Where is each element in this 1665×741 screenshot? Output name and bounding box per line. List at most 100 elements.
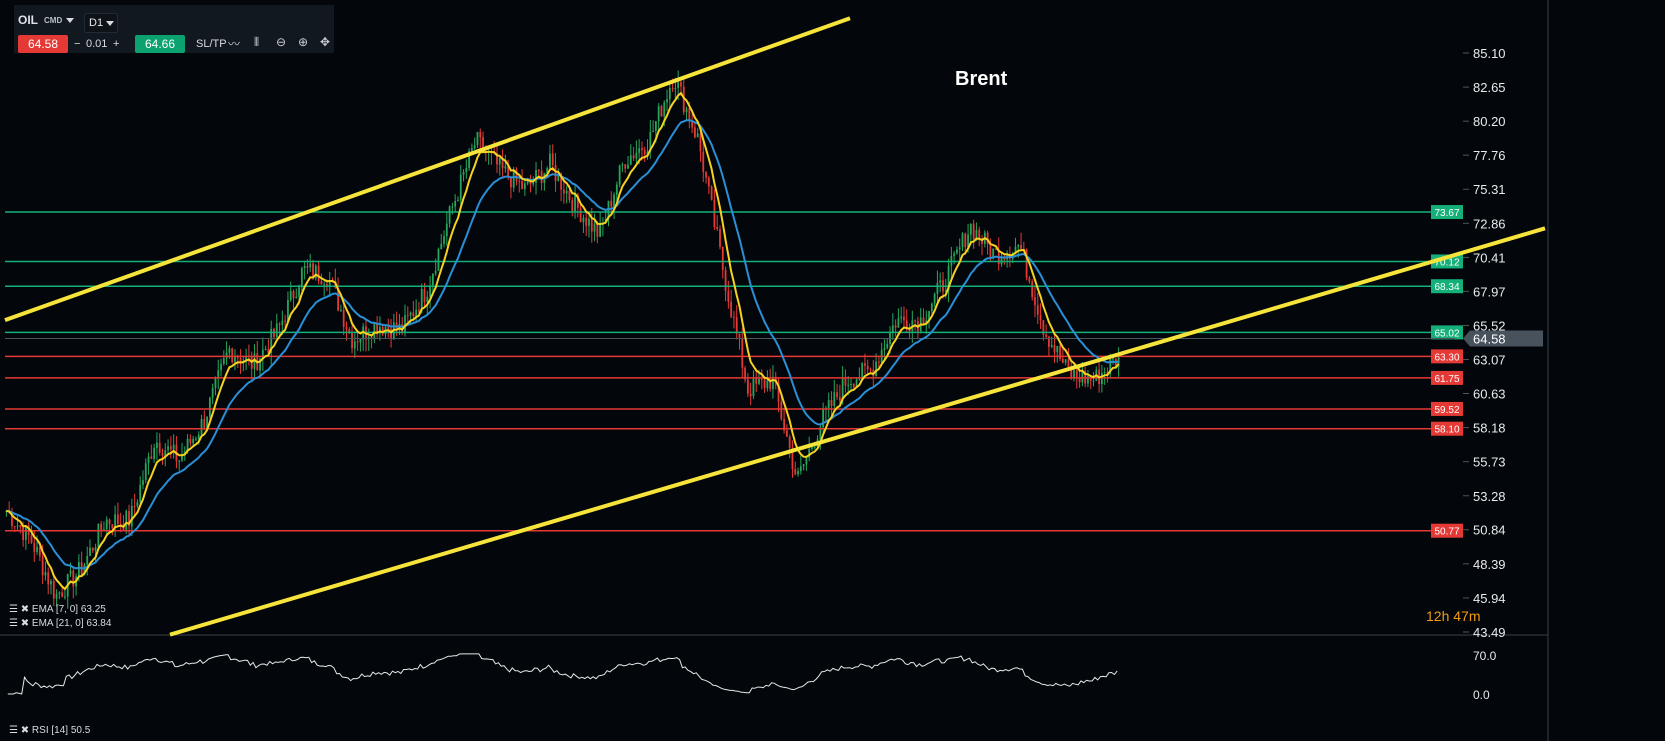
candle-body <box>694 127 696 138</box>
settings-icon[interactable]: ☰ <box>9 725 18 736</box>
candle-body <box>476 132 479 146</box>
candle-body <box>498 157 501 165</box>
candle-body <box>674 87 677 89</box>
buy-button[interactable]: 64.66 <box>135 35 185 53</box>
candle-body <box>785 430 788 437</box>
settings-icon[interactable]: ☰ <box>9 604 18 615</box>
candle-body <box>574 194 576 212</box>
line-chart-icon[interactable]: 〰 <box>228 37 241 51</box>
zoom-out-icon[interactable]: ⊖ <box>276 35 287 49</box>
candle-body <box>972 223 975 240</box>
candle-body <box>390 328 392 339</box>
candle-body <box>225 352 228 359</box>
level-label: 58.10 <box>1434 425 1459 436</box>
y-tick-label: 77.76 <box>1473 148 1506 163</box>
candle-body <box>323 284 326 286</box>
candle-body <box>741 338 744 368</box>
candle-body <box>696 133 699 138</box>
candle-body <box>1039 314 1042 321</box>
candle-body <box>772 376 774 390</box>
candle-body <box>635 152 638 159</box>
candle-body <box>130 505 133 527</box>
candle-body <box>158 442 161 453</box>
candle-body <box>811 447 813 449</box>
candle-body <box>866 365 869 370</box>
candle-body <box>468 150 471 168</box>
candle-body <box>847 385 850 387</box>
lot-increase-button[interactable]: + <box>113 38 120 50</box>
candle-body <box>523 183 526 190</box>
y-tick-label: 70.41 <box>1473 250 1506 265</box>
candle-body <box>44 572 47 576</box>
sltp-button[interactable]: SL/TP <box>196 38 227 50</box>
candle-body <box>309 263 312 268</box>
symbol-dropdown-icon[interactable] <box>66 18 74 23</box>
candle-body <box>629 155 632 165</box>
close-icon[interactable]: ✖ <box>20 618 30 629</box>
candle-body <box>454 200 457 207</box>
crosshair-move-icon[interactable]: ✥ <box>320 35 331 49</box>
candle-body <box>933 293 936 304</box>
candle-body <box>153 447 156 459</box>
candle-body <box>97 523 100 548</box>
candle-body <box>133 505 136 507</box>
candle-body <box>457 199 459 201</box>
zoom-in-icon[interactable]: ⊕ <box>298 35 309 49</box>
candle-body <box>284 320 287 322</box>
candle-body <box>588 218 590 226</box>
candle-body <box>663 102 666 117</box>
ema21-legend[interactable]: ☰ ✖ EMA [21, 0] 63.84 <box>9 618 111 629</box>
candle-body <box>922 317 925 325</box>
level-label: 61.75 <box>1434 374 1459 385</box>
candle-body <box>995 248 997 250</box>
level-label: 68.34 <box>1434 282 1459 293</box>
candle-body <box>22 527 25 540</box>
candle-body <box>217 370 220 378</box>
candle-body <box>568 190 571 200</box>
candle-body <box>1034 297 1036 306</box>
candle-body <box>813 447 816 449</box>
candle-body <box>624 164 627 169</box>
rsi-legend[interactable]: ☰ ✖ RSI [14] 50.5 <box>9 725 90 736</box>
candle-body <box>64 596 66 598</box>
candle-body <box>36 547 38 552</box>
candle-body <box>440 243 443 250</box>
candle-body <box>677 81 680 88</box>
lot-decrease-button[interactable]: − <box>74 38 81 50</box>
candle-body <box>50 580 52 585</box>
candle-body <box>1067 359 1070 370</box>
candle-body <box>52 580 55 599</box>
candles-icon[interactable]: ⫴ <box>254 35 260 49</box>
candle-body <box>716 226 719 230</box>
candle-body <box>1073 370 1075 379</box>
candle-body <box>351 331 353 349</box>
candle-body <box>94 547 97 551</box>
settings-icon[interactable]: ☰ <box>9 618 18 629</box>
upper-channel-line <box>4 16 851 323</box>
ema7-legend[interactable]: ☰ ✖ EMA [7, 0] 63.25 <box>9 604 106 615</box>
candle-body <box>905 320 908 330</box>
candle-body <box>353 341 356 349</box>
trade-toolbar: OIL CMD D1 64.58 − 0.01 + 64.66 SL/TP 〰 … <box>14 5 334 53</box>
close-icon[interactable]: ✖ <box>20 604 30 615</box>
candle-body <box>465 167 468 173</box>
candle-body <box>666 99 668 103</box>
current-price-label: 64.58 <box>1473 332 1506 347</box>
candle-body <box>956 249 958 254</box>
lot-size-value[interactable]: 0.01 <box>86 38 108 50</box>
candle-body <box>724 270 727 291</box>
candle-body <box>652 130 654 132</box>
symbol-label[interactable]: OIL <box>18 13 38 27</box>
sell-button[interactable]: 64.58 <box>18 35 68 53</box>
level-label: 63.30 <box>1434 352 1459 363</box>
timeframe-select[interactable]: D1 <box>84 13 118 33</box>
candle-body <box>593 223 596 232</box>
candle-body <box>565 190 568 194</box>
candle-body <box>521 181 523 190</box>
candle-body <box>275 323 278 337</box>
candle-body <box>195 438 197 440</box>
close-icon[interactable]: ✖ <box>20 725 30 736</box>
candle-body <box>111 524 114 529</box>
candle-body <box>128 511 130 527</box>
